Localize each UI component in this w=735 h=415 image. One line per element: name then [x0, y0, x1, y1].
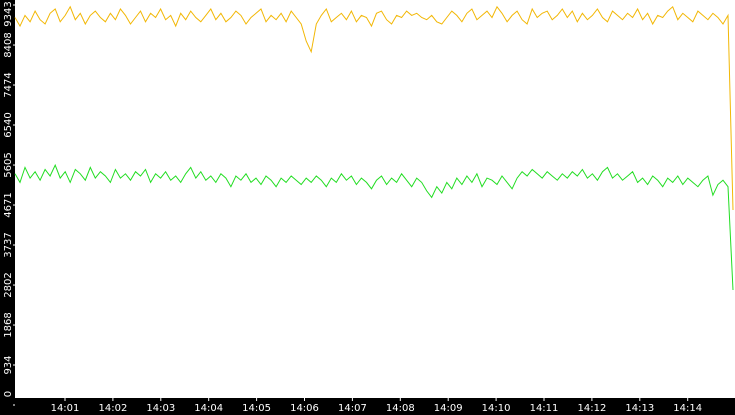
- x-tick-label: 14:08: [386, 403, 415, 414]
- x-tick-label: 14:02: [98, 403, 127, 414]
- y-tick-label: 2802: [3, 272, 14, 297]
- x-tick-label: 14:07: [338, 403, 367, 414]
- x-tick-label: 14:11: [530, 403, 559, 414]
- x-tick-label: 14:01: [51, 403, 80, 414]
- y-axis-strip: [0, 0, 15, 415]
- y-tick-label: 6540: [3, 112, 14, 137]
- x-axis-strip: [0, 398, 735, 415]
- series-line: [14, 5, 734, 211]
- x-tick-label: 14:05: [242, 403, 271, 414]
- x-tick-label: 14:09: [434, 403, 463, 414]
- x-tick-label: 14:14: [673, 403, 702, 414]
- x-tick-label: 14:12: [577, 403, 606, 414]
- x-tick-label: 14:04: [194, 403, 223, 414]
- x-tick-label: 14:06: [290, 403, 319, 414]
- x-tick-label: 14:03: [146, 403, 175, 414]
- y-tick-label: 7474: [3, 72, 14, 97]
- series-line: [14, 163, 734, 291]
- y-tick-label: 3737: [3, 232, 14, 257]
- y-tick-label: 8408: [3, 32, 14, 57]
- y-tick-label: 9343: [3, 1, 14, 26]
- y-tick-label: 1868: [3, 312, 14, 337]
- y-tick-label: 934: [3, 355, 14, 374]
- y-tick-label: 0: [3, 391, 14, 397]
- x-tick-label: 14:13: [625, 403, 654, 414]
- x-tick-label: 14:10: [482, 403, 511, 414]
- y-tick-label: 5605: [3, 152, 14, 177]
- y-tick-label: 4671: [3, 192, 14, 217]
